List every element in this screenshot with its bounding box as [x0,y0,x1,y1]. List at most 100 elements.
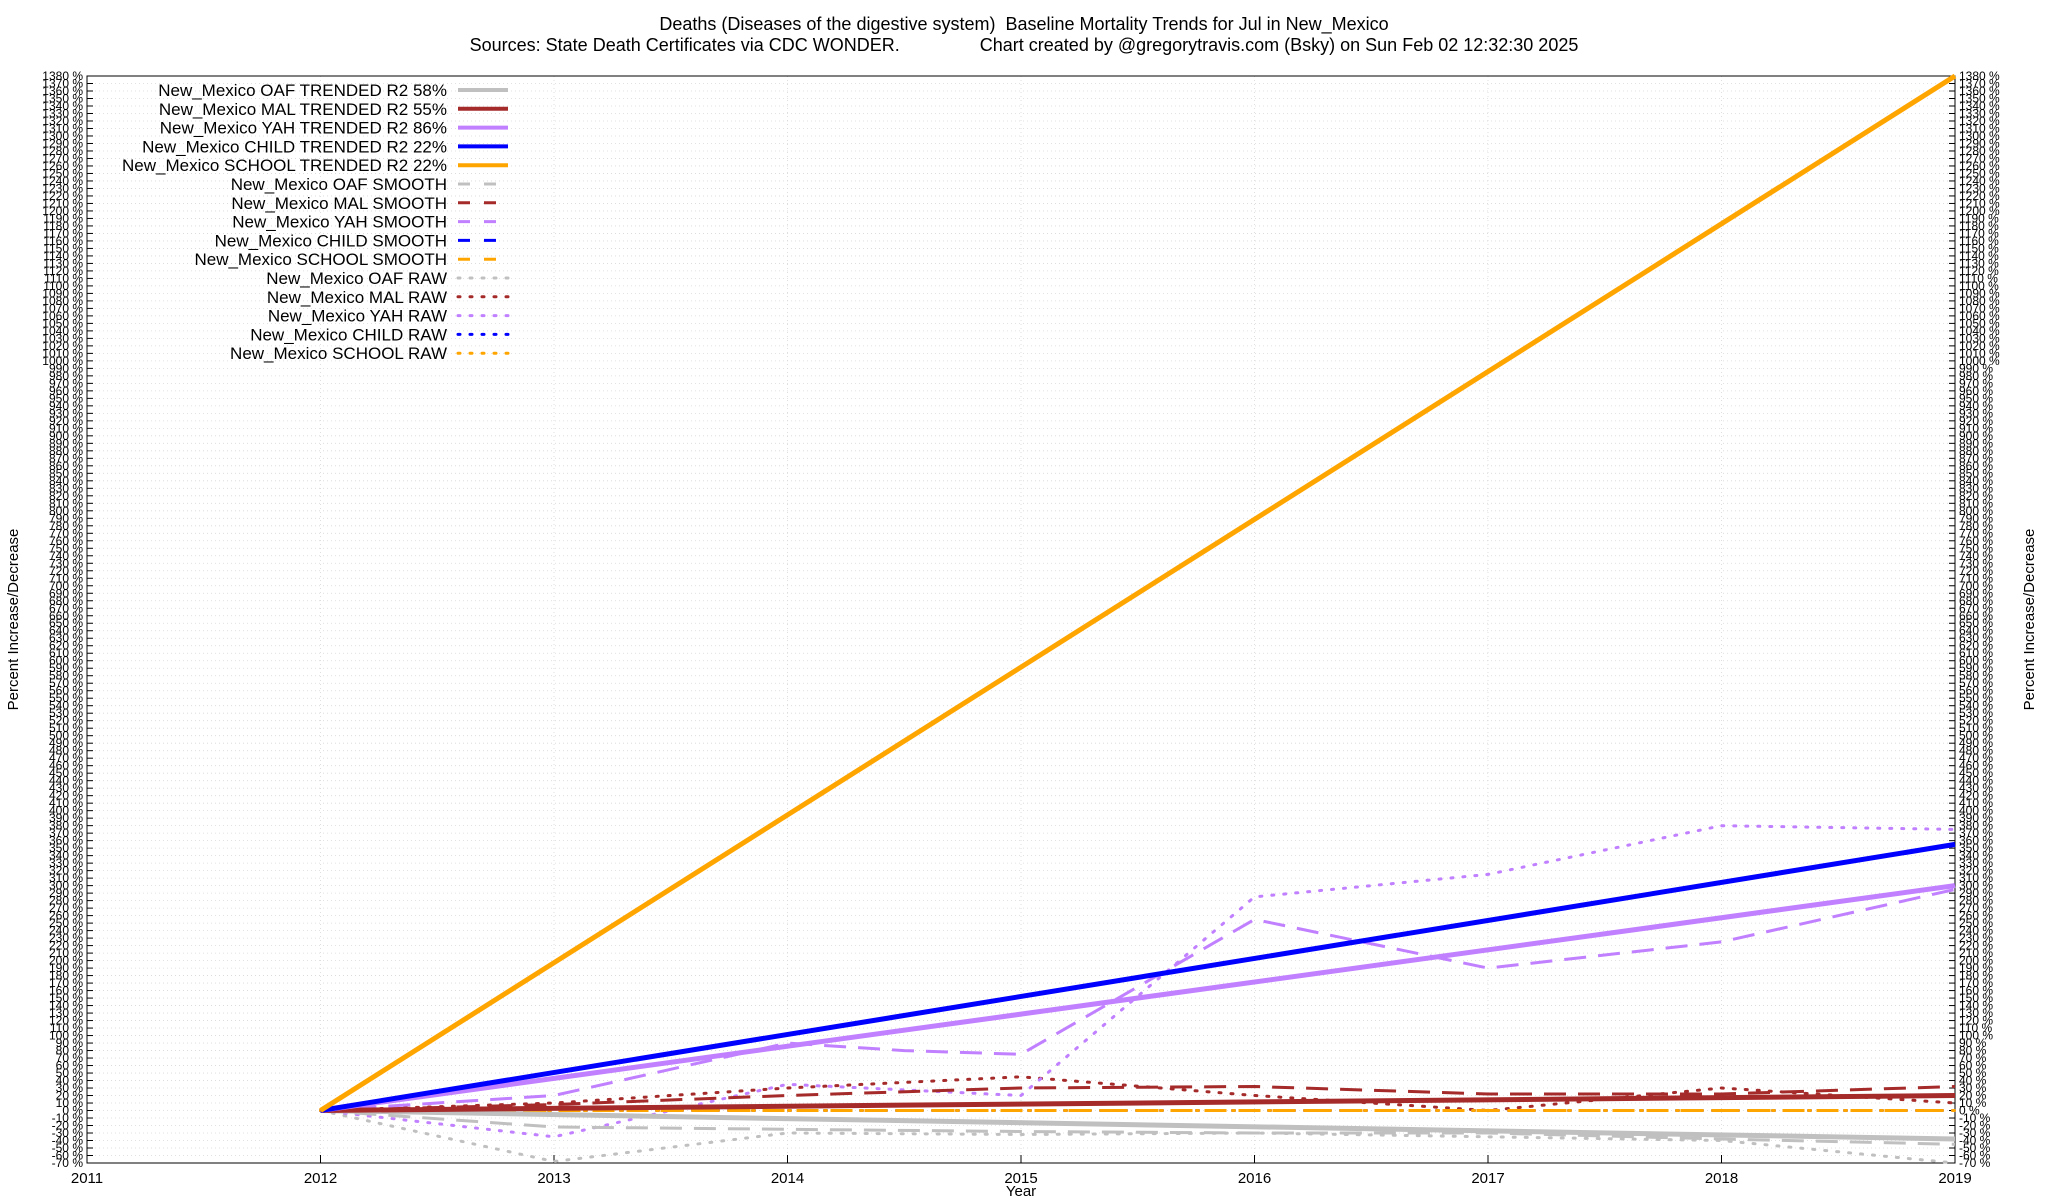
y-tick-label: 80 % [1959,1044,1987,1058]
y-tick-label: 1100 % [43,279,83,293]
y-tick-label: 840 % [49,474,83,488]
y-tick-label: 880 % [49,444,83,458]
y-tick-label: 150 % [49,991,83,1005]
y-tick-label: 240 % [1959,924,1993,938]
y-tick-label: 420 % [49,789,83,803]
y-tick-label: 660 % [1959,609,1993,623]
y-tick-label: -50 % [52,1141,84,1155]
legend-label: New_Mexico SCHOOL SMOOTH [194,250,447,269]
y-tick-label: 710 % [1959,571,1993,585]
x-tick-label: 2011 [71,1170,103,1187]
y-tick-label: 360 % [49,834,83,848]
y-tick-label: 470 % [49,751,83,765]
legend-label: New_Mexico MAL SMOOTH [231,194,447,213]
legend-label: New_Mexico MAL TRENDED R2 55% [159,100,447,119]
x-axis-label: Year [1006,1183,1036,1200]
y-tick-label: 770 % [49,526,83,540]
y-tick-label: 1060 % [1959,309,2000,323]
y-tick-label: 340 % [49,849,83,863]
y-tick-label: 190 % [49,961,83,975]
y-tick-label: 1020 % [1959,339,2000,353]
y-tick-label: 140 % [1959,999,1993,1013]
y-tick-label: 950 % [49,391,83,405]
y-tick-label: 750 % [49,541,83,555]
y-tick-label: 1230 % [42,181,83,195]
y-tick-label: 1080 % [1959,294,2000,308]
y-tick-label: 800 % [1959,504,1993,518]
y-tick-label: 490 % [49,736,83,750]
y-tick-label: 970 % [1959,376,1993,390]
y-tick-label: 310 % [1959,871,1993,885]
series-lines [319,73,1957,1165]
y-tick-label: 1040 % [42,324,83,338]
y-tick-label: 230 % [1959,931,1993,945]
y-tick-label: 1170 % [43,226,83,240]
y-tick-label: 450 % [49,766,83,780]
y-tick-label: 660 % [49,609,83,623]
y-tick-label: 350 % [1959,841,1993,855]
y-tick-label: 1190 % [43,211,83,225]
y-tick-label: 850 % [49,466,83,480]
y-tick-label: 1350 % [1959,91,2000,105]
y-tick-label: 480 % [49,744,83,758]
x-tick-label: 2019 [1938,1170,1971,1187]
series-line [320,887,1956,1112]
y-tick-label: 280 % [1959,894,1993,908]
y-tick-label: 290 % [1959,886,1993,900]
y-tick-label: 890 % [49,436,83,450]
y-tick-label: 810 % [49,496,83,510]
y-tick-label: 640 % [1959,624,1993,638]
y-tick-label: 1210 % [42,196,83,210]
y-tick-label: 1250 % [1959,166,2000,180]
y-tick-label: 260 % [1959,909,1993,923]
y-tick-label: 430 % [49,781,83,795]
y-tick-label: 1130 % [43,256,83,270]
y-tick-label: 730 % [1959,556,1993,570]
y-tick-label: 1030 % [1959,331,2000,345]
y-tick-label: 210 % [1959,946,1993,960]
y-tick-label: 1320 % [1959,114,2000,128]
y-tick-label: 90 % [56,1036,84,1050]
y-tick-label: 250 % [1959,916,1993,930]
y-tick-label: 720 % [49,564,83,578]
y-tick-label: 1000 % [1959,354,2000,368]
y-tick-label: 1380 % [42,69,83,83]
series-line [320,1109,1956,1146]
legend-label: New_Mexico CHILD SMOOTH [215,231,447,250]
y-tick-label: 1370 % [1959,76,2000,90]
y-tick-label: 1070 % [1959,301,2000,315]
y-tick-label: 60 % [1959,1059,1987,1073]
y-tick-label: 200 % [1959,954,1993,968]
y-tick-label: 1020 % [42,339,83,353]
y-tick-label: 1160 % [43,234,83,248]
legend-label: New_Mexico SCHOOL TRENDED R2 22% [122,156,447,175]
legend-label: New_Mexico CHILD RAW [250,325,447,344]
y-tick-label: 1120 % [1959,264,1999,278]
y-tick-label: 250 % [49,916,83,930]
y-tick-label: 200 % [49,954,83,968]
y-tick-label: 1210 % [1959,196,2000,210]
y-tick-label: 790 % [49,511,83,525]
y-tick-label: 550 % [49,691,83,705]
y-tick-label: 350 % [49,841,83,855]
y-tick-label: 380 % [49,819,83,833]
y-tick-label: 590 % [1959,661,1993,675]
y-tick-label: 1200 % [1959,204,2000,218]
y-tick-label: 670 % [49,601,83,615]
y-tick-label: 900 % [1959,429,1993,443]
y-tick-label: 1350 % [42,91,83,105]
legend-label: New_Mexico SCHOOL RAW [230,344,447,363]
legend-label: New_Mexico YAH RAW [268,307,447,326]
y-tick-label: 70 % [1959,1051,1987,1065]
grid-lines [86,75,1956,1164]
y-tick-label: 240 % [49,924,83,938]
y-tick-label: 1070 % [42,301,83,315]
y-tick-label: 620 % [49,639,83,653]
y-tick-label: 1230 % [1959,181,2000,195]
series-line [320,841,1956,1113]
y-tick-label: 1090 % [42,286,83,300]
y-tick-label: 690 % [1959,586,1993,600]
chart-subtitle: Sources: State Death Certificates via CD… [469,35,1579,55]
y-tick-label: 330 % [49,856,83,870]
y-tick-label: 400 % [49,804,83,818]
